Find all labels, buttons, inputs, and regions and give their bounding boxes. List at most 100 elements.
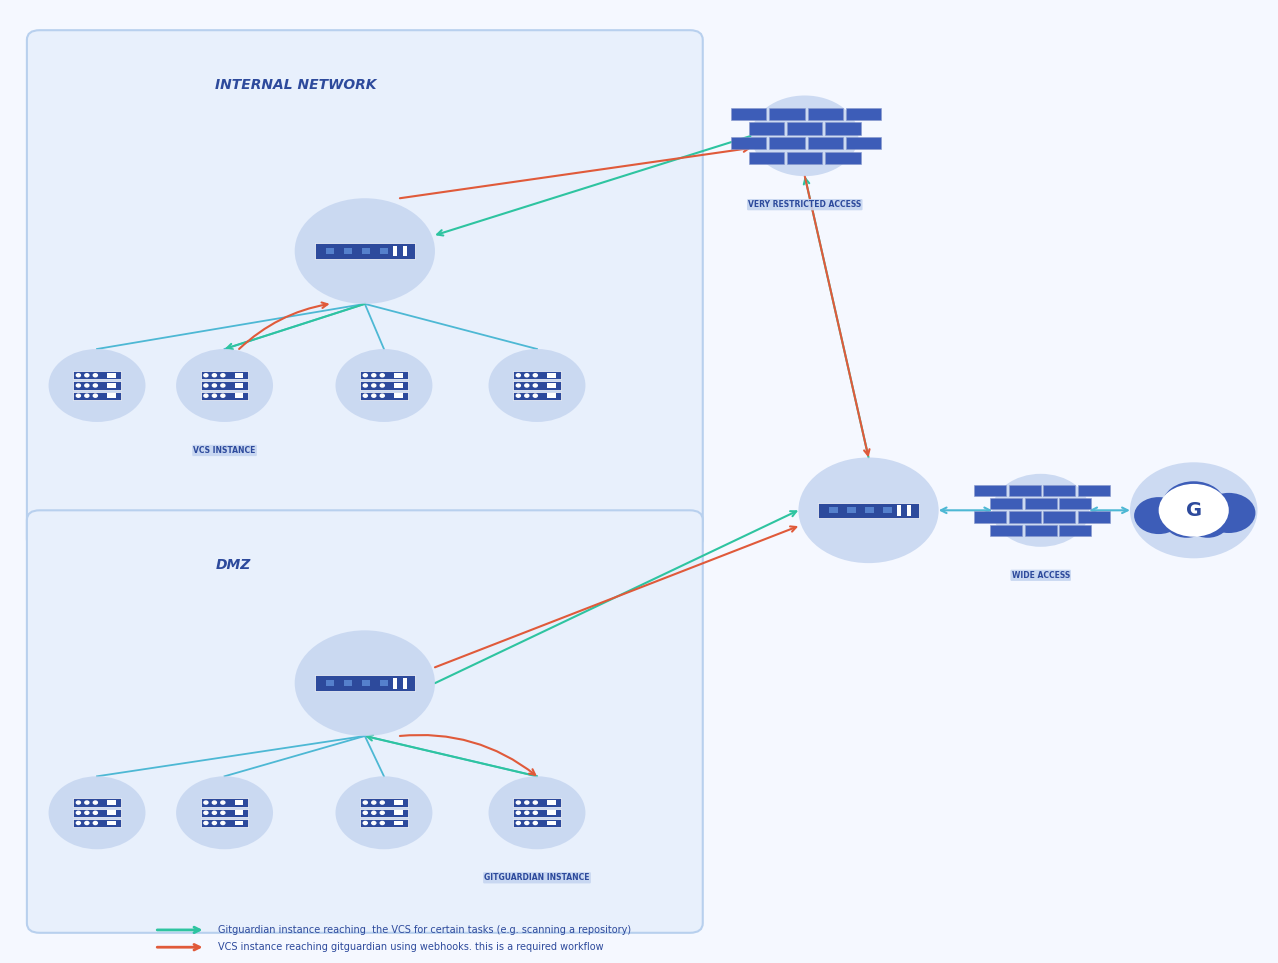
Bar (787, 122, 823, 135)
Bar (326, 680, 334, 687)
Circle shape (533, 811, 537, 815)
Text: VCS instance reaching gitguardian using webhooks. this is a required workflow: VCS instance reaching gitguardian using … (219, 942, 603, 952)
Bar (547, 373, 556, 377)
Circle shape (84, 811, 89, 815)
Bar (362, 247, 369, 254)
Bar (360, 798, 408, 807)
Circle shape (77, 374, 81, 377)
Bar (514, 809, 561, 817)
Circle shape (1187, 507, 1228, 537)
Circle shape (372, 801, 376, 804)
Bar (392, 678, 397, 689)
Circle shape (221, 394, 225, 397)
Bar (201, 819, 248, 827)
Circle shape (49, 776, 146, 849)
Bar (235, 820, 243, 825)
Bar (344, 680, 351, 687)
Circle shape (363, 374, 367, 377)
Bar (394, 820, 403, 825)
Bar (314, 244, 415, 259)
Bar (394, 800, 403, 805)
Text: INTERNAL NETWORK: INTERNAL NETWORK (215, 78, 377, 92)
Circle shape (516, 801, 520, 804)
Bar (1079, 484, 1111, 496)
Circle shape (77, 384, 81, 387)
Bar (990, 498, 1022, 509)
Bar (808, 108, 843, 120)
Circle shape (93, 811, 97, 815)
Bar (1059, 525, 1091, 535)
Circle shape (212, 384, 216, 387)
Bar (326, 247, 334, 254)
Bar (403, 678, 406, 689)
Bar (314, 675, 415, 690)
FancyBboxPatch shape (27, 510, 703, 933)
Bar (394, 393, 403, 398)
Bar (1008, 484, 1040, 496)
Bar (731, 137, 767, 149)
Circle shape (49, 349, 146, 422)
Circle shape (363, 811, 367, 815)
Circle shape (533, 394, 537, 397)
Bar (392, 246, 397, 256)
Bar (201, 798, 248, 807)
Circle shape (176, 349, 273, 422)
Circle shape (533, 801, 537, 804)
Bar (403, 246, 406, 256)
Bar (731, 108, 767, 120)
Text: G: G (1186, 501, 1201, 520)
Bar (547, 810, 556, 816)
Circle shape (212, 374, 216, 377)
Circle shape (992, 474, 1089, 547)
Bar (769, 108, 805, 120)
Bar (547, 383, 556, 388)
Bar (808, 137, 843, 149)
Circle shape (525, 394, 529, 397)
Bar (514, 371, 561, 379)
Circle shape (525, 801, 529, 804)
Bar (1043, 511, 1075, 523)
Bar (235, 383, 243, 388)
Bar (73, 381, 121, 390)
Circle shape (204, 384, 208, 387)
Circle shape (533, 384, 537, 387)
Bar (514, 392, 561, 400)
Bar (107, 800, 116, 805)
Bar (514, 798, 561, 807)
Bar (1043, 484, 1075, 496)
Circle shape (221, 811, 225, 815)
Bar (73, 371, 121, 379)
Circle shape (212, 811, 216, 815)
Bar (1025, 525, 1057, 535)
Circle shape (372, 374, 376, 377)
Circle shape (77, 821, 81, 824)
Bar (818, 503, 919, 518)
Circle shape (93, 384, 97, 387)
Bar (73, 809, 121, 817)
Bar (360, 809, 408, 817)
Bar (360, 381, 408, 390)
Bar (769, 137, 805, 149)
Circle shape (336, 776, 432, 849)
Circle shape (363, 394, 367, 397)
Bar (360, 392, 408, 400)
Circle shape (93, 821, 97, 824)
Bar (344, 247, 351, 254)
Bar (547, 393, 556, 398)
Bar (235, 800, 243, 805)
Circle shape (84, 801, 89, 804)
Circle shape (93, 801, 97, 804)
Circle shape (212, 801, 216, 804)
Circle shape (1159, 483, 1228, 536)
Bar (360, 371, 408, 379)
Bar (380, 680, 389, 687)
Circle shape (381, 821, 385, 824)
Circle shape (1164, 504, 1209, 537)
Bar (1059, 498, 1091, 509)
Bar (1008, 511, 1040, 523)
Bar (906, 505, 911, 516)
Bar (883, 508, 892, 513)
Bar (787, 151, 823, 164)
Bar (1025, 498, 1057, 509)
Text: Gitguardian instance reaching  the VCS for certain tasks (e.g. scanning a reposi: Gitguardian instance reaching the VCS fo… (219, 924, 631, 935)
